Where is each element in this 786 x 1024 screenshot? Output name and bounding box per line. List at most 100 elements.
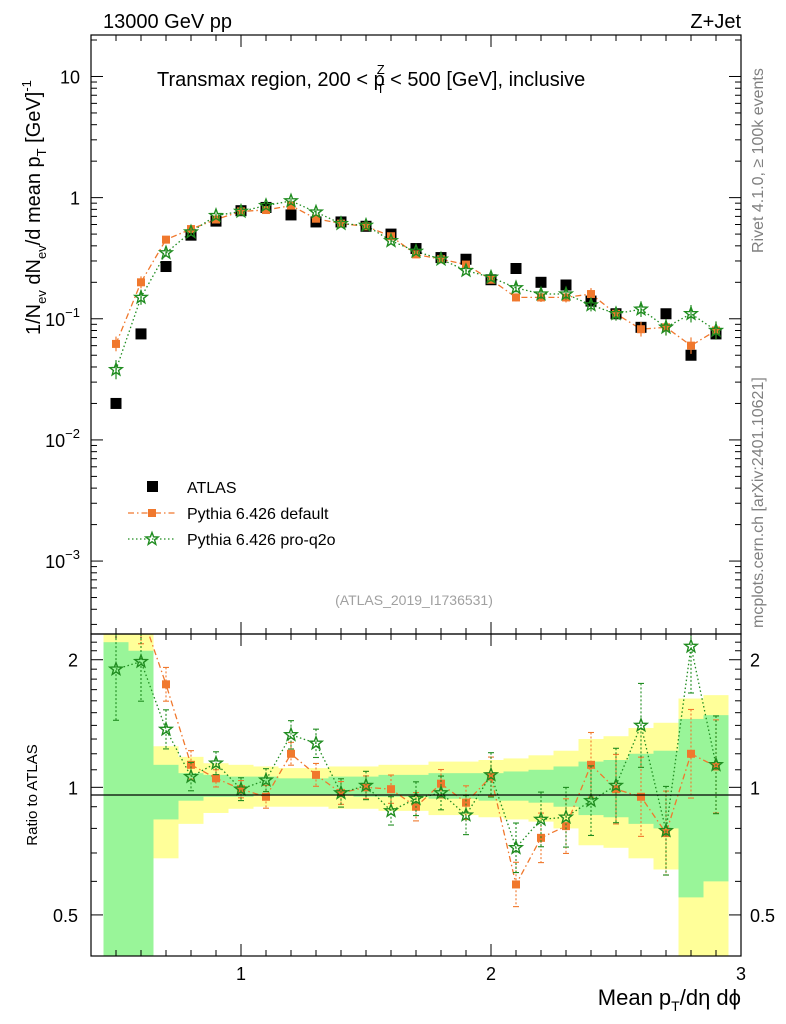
default-ratio-point: [562, 822, 570, 831]
x-title-p2: /dη dϕ: [680, 985, 741, 1010]
default-ratio-point: [337, 788, 345, 797]
top-axis-ticks: 10 1 10−1 10−2 10−3: [45, 35, 742, 634]
proq2o-ratio-point: [457, 806, 475, 822]
default-ratio-point: [312, 770, 320, 779]
default-ratio-point: [587, 760, 595, 769]
ratio-series-clipped: [107, 634, 725, 908]
ratio-line-proq2o: [115, 646, 717, 850]
y-title-sup: -1: [19, 80, 34, 92]
default-data-point: [262, 206, 270, 215]
proq2o-ratio-point: [382, 802, 400, 818]
proq2o-ratio-point: [232, 780, 250, 797]
proq2o-ratio-point: [207, 754, 225, 771]
default-ratio-point: [512, 880, 520, 889]
y-title-p4: [GeV]: [23, 92, 45, 149]
proq2o-data-point: [457, 262, 475, 278]
y-title-p1: 1/N: [23, 304, 45, 335]
legend-default-label: Pythia 6.426 default: [187, 506, 329, 523]
y-tick-label-ratio-left: 1: [68, 778, 78, 798]
proq2o-data-point: [282, 192, 300, 208]
y-tick-label-top: 10: [60, 67, 80, 87]
plot-title-sub: T: [377, 81, 385, 96]
default-data-point: [187, 225, 195, 234]
proq2o-ratio-point: [257, 771, 275, 788]
plot-title-sup: Z: [377, 62, 385, 77]
proq2o-ratio-point: [632, 716, 650, 733]
y-tick-label-top: 10−1: [45, 305, 80, 330]
plot-title-prefix: Transmax region, 200 < p: [157, 69, 385, 91]
proq2o-data-point: [107, 361, 125, 377]
y-tick-label-ratio-right: 2: [750, 651, 760, 671]
legend: ATLAS Pythia 6.426 default Pythia 6.426 …: [128, 480, 336, 549]
mcplots-label: mcplots.cern.ch [arXiv:2401.10621]: [750, 377, 767, 628]
proq2o-data-point: [332, 215, 350, 231]
default-ratio-point: [687, 749, 695, 758]
y-tick-label-ratio-left: 0.5: [53, 906, 78, 926]
y-tick-label-top: 10−2: [45, 426, 80, 451]
default-ratio-point: [162, 680, 170, 689]
rivet-version-label: Rivet 4.1.0, ≥ 100k events: [750, 68, 767, 253]
atlas-data-point: [560, 279, 572, 291]
proq2o-ratio-point: [132, 653, 150, 669]
y-tick-label-ratio-right: 1: [750, 778, 760, 798]
default-ratio-point: [237, 785, 245, 794]
proq2o-ratio-point: [707, 756, 725, 772]
default-ratio-point: [712, 762, 720, 771]
default-ratio-point: [287, 749, 295, 758]
default-ratio-point: [637, 792, 645, 801]
default-data-point: [137, 278, 145, 287]
header-energy: 13000 GeV pp: [103, 11, 232, 33]
default-ratio-point: [362, 783, 370, 792]
atlas-data-point: [110, 397, 122, 409]
proq2o-data-point: [157, 244, 175, 260]
ratio-band-inner: [128, 650, 154, 956]
default-data-point: [162, 235, 170, 244]
proq2o-data-point: [632, 300, 650, 317]
proq2o-ratio-point: [307, 734, 325, 751]
y-axis-title-ratio: Ratio to ATLAS: [24, 744, 41, 845]
proq2o-data-point: [357, 216, 375, 233]
proq2o-data-point: [407, 242, 425, 259]
ratio-band-inner: [403, 774, 429, 797]
y-title-s2: ev: [34, 245, 49, 259]
header-process: Z+Jet: [690, 11, 741, 33]
proq2o-data-point: [557, 285, 575, 301]
default-data-point: [312, 214, 320, 223]
ratio-band-inner: [503, 771, 529, 801]
default-ratio-point: [262, 792, 270, 801]
series-line-proq2o: [115, 200, 717, 370]
atlas-data-point: [160, 261, 172, 273]
plot-title: Transmax region, 200 < pZ T < 500 [GeV], …: [157, 62, 585, 96]
ratio-band-inner: [678, 718, 704, 898]
proq2o-ratio-point: [107, 660, 125, 677]
default-data-point: [212, 215, 220, 224]
ratio-band-inner: [278, 778, 304, 795]
proq2o-data-point: [432, 250, 450, 267]
default-data-point: [587, 290, 595, 299]
ratio-band-inner: [103, 642, 129, 956]
y-title-p2: dN: [23, 259, 45, 290]
legend-atlas-label: ATLAS: [187, 480, 237, 497]
default-ratio-point: [387, 785, 395, 794]
proq2o-ratio-point: [682, 637, 700, 654]
proq2o-data-point: [607, 305, 625, 321]
legend-default-marker: [148, 509, 156, 517]
default-ratio-point: [212, 774, 220, 783]
proq2o-ratio-point: [582, 792, 600, 808]
proq2o-data-point: [482, 268, 500, 285]
legend-atlas-marker: [147, 481, 158, 492]
proq2o-ratio-point: [282, 726, 300, 742]
default-data-point: [287, 201, 295, 210]
x-tick-label: 3: [736, 964, 746, 984]
plot-title-suffix: < 500 [GeV], inclusive: [385, 69, 586, 91]
default-ratio-point: [462, 798, 470, 807]
proq2o-ratio-point: [357, 776, 375, 793]
proq2o-data-point: [507, 279, 525, 295]
analysis-id: (ATLAS_2019_I1736531): [335, 592, 493, 608]
y-title-p3: /d mean p: [23, 156, 45, 245]
proq2o-data-point: [707, 321, 725, 338]
x-title-p1: Mean p: [598, 985, 671, 1010]
atlas-data-point: [535, 276, 547, 288]
atlas-data-point: [685, 349, 697, 361]
